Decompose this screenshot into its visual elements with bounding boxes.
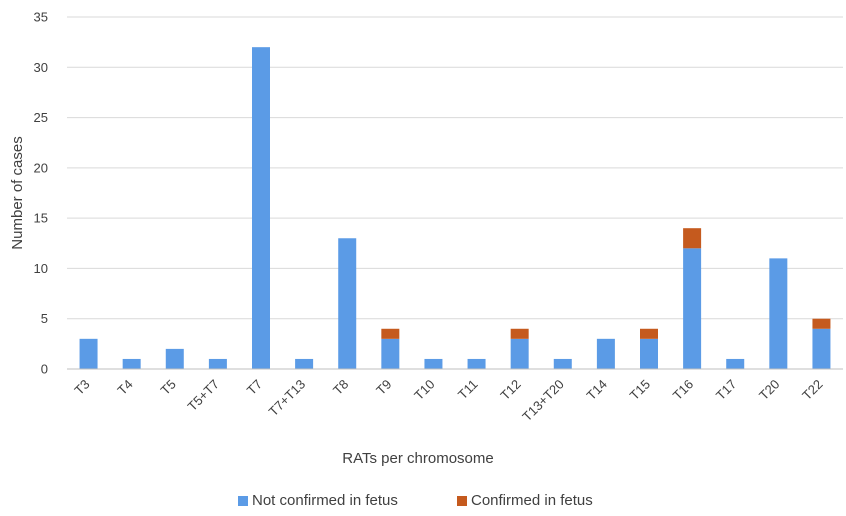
bar-not-confirmed [165,348,184,369]
legend-swatch-not-confirmed [238,496,248,506]
x-tick-label: T15 [627,377,653,403]
bar-not-confirmed [252,47,270,370]
bar-not-confirmed [596,338,615,369]
x-tick-label: T11 [455,377,481,403]
legend-label-confirmed: Confirmed in fetus [471,492,593,509]
y-tick-label: 10 [34,261,48,276]
bars [79,47,831,370]
bar-not-confirmed [510,338,529,369]
gridlines [67,16,843,320]
x-tick-label: T7+T13 [266,377,309,420]
x-tick-label: T12 [497,377,523,403]
bar-confirmed [510,328,529,339]
x-tick-label: T3 [71,377,92,398]
x-tick-label: T5 [158,377,179,398]
bar-confirmed [381,328,400,339]
bar-not-confirmed [338,238,357,369]
y-tick-label: 30 [34,60,48,75]
x-tick-label: T10 [411,377,437,403]
bar-not-confirmed [381,338,400,369]
bar-not-confirmed [640,338,658,369]
legend-swatch-confirmed [457,496,467,506]
x-tick-label: T8 [330,377,351,398]
bar-confirmed [683,228,702,249]
legend-label-not-confirmed: Not confirmed in fetus [252,492,398,509]
bar-not-confirmed [208,358,227,369]
bar-not-confirmed [812,328,831,369]
x-tick-label: T4 [114,377,135,398]
bar-not-confirmed [467,358,486,369]
x-tick-label: T5+T7 [185,377,222,414]
x-tick-label: T17 [713,377,739,403]
x-tick-label: T9 [373,377,394,398]
bar-not-confirmed [683,248,702,369]
y-axis-title: Number of cases [9,136,26,249]
x-tick-label: T16 [670,377,696,403]
x-tick-label: T20 [756,377,782,403]
y-tick-label: 35 [34,10,48,25]
bar-not-confirmed [769,258,788,369]
x-tick-label: T22 [799,377,825,403]
legend: Not confirmed in fetus Confirmed in fetus [238,492,593,509]
bar-confirmed [640,328,658,339]
x-tick-label: T7 [244,377,265,398]
y-tick-label: 15 [34,211,48,226]
x-tick-label: T13+T20 [519,377,567,425]
y-tick-label: 5 [41,311,48,326]
bar-confirmed [812,318,831,329]
bar-not-confirmed [79,338,98,369]
bar-not-confirmed [122,358,141,369]
bar-not-confirmed [295,358,314,369]
y-tick-label: 25 [34,110,48,125]
x-axis-title: RATs per chromosome [342,450,493,467]
bar-not-confirmed [553,358,572,369]
y-tick-label: 0 [41,362,48,377]
y-tick-label: 20 [34,160,48,175]
bar-not-confirmed [726,358,745,369]
bar-not-confirmed [424,358,443,369]
x-tick-label: T14 [584,377,610,403]
